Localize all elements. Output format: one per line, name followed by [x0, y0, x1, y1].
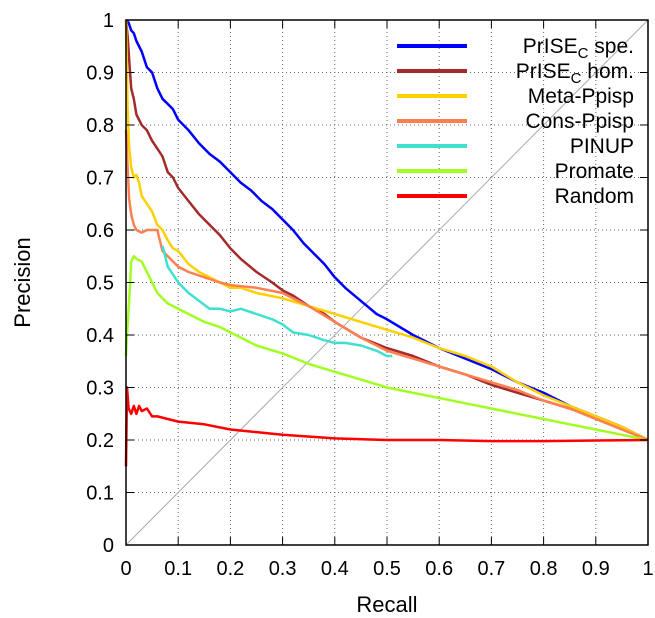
- y-tick-label: 1: [103, 10, 114, 32]
- series-line-6: [126, 388, 648, 467]
- y-tick-label: 0.1: [86, 483, 114, 505]
- y-axis-label: Precision: [10, 237, 35, 327]
- x-axis-label: Recall: [356, 592, 417, 617]
- x-tick-label: 1: [642, 558, 653, 580]
- x-tick-label: 0.4: [321, 558, 349, 580]
- x-tick-label: 0.6: [425, 558, 453, 580]
- y-tick-label: 0: [103, 535, 114, 557]
- legend-label: PrISEC hom.: [516, 60, 634, 87]
- series-line-4: [163, 246, 393, 356]
- x-tick-label: 0.5: [373, 558, 401, 580]
- legend: PrISEC spe.PrISEC hom.Meta-PpispCons-Ppi…: [397, 35, 634, 208]
- legend-label: Cons-Ppisp: [525, 110, 634, 133]
- legend-label: PrISEC spe.: [523, 35, 634, 62]
- x-tick-label: 0.3: [269, 558, 297, 580]
- x-tick-label: 0.9: [582, 558, 610, 580]
- y-tick-label: 0.3: [86, 378, 114, 400]
- y-tick-label: 0.8: [86, 115, 114, 137]
- x-tick-label: 0.8: [530, 558, 558, 580]
- y-tick-label: 0.6: [86, 220, 114, 242]
- legend-label: Meta-Ppisp: [528, 85, 634, 108]
- legend-label: Random: [555, 185, 634, 208]
- y-tick-label: 0.9: [86, 63, 114, 85]
- y-tick-label: 0.2: [86, 430, 114, 452]
- legend-label: PINUP: [570, 135, 634, 158]
- x-tick-label: 0.1: [164, 558, 192, 580]
- x-tick-label: 0.2: [216, 558, 244, 580]
- y-tick-label: 0.5: [86, 273, 114, 295]
- x-tick-label: 0.7: [477, 558, 505, 580]
- x-tick-label: 0: [120, 558, 131, 580]
- legend-label: Promate: [555, 160, 634, 183]
- y-tick-label: 0.4: [86, 325, 114, 347]
- y-tick-label: 0.7: [86, 168, 114, 190]
